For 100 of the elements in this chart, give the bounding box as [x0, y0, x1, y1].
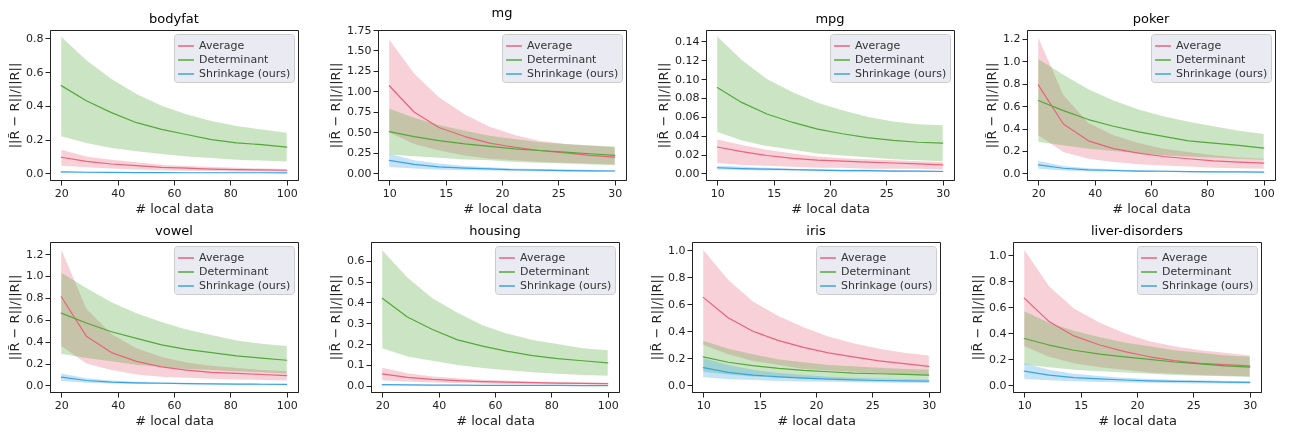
y-tick-label: 0.6 — [668, 297, 686, 311]
line-series — [60, 156, 288, 171]
x-tick-label: 10 — [1017, 398, 1032, 412]
y-axis-title: ||R̃ − R||/||R|| — [970, 274, 986, 361]
x-tick-label: 25 — [551, 186, 566, 200]
legend-label: Determinant — [855, 53, 926, 66]
y-tick-label: 0.2 — [989, 352, 1007, 366]
legend-label: Shrinkage (ours) — [199, 279, 291, 292]
legend-label: Shrinkage (ours) — [1162, 279, 1254, 292]
x-axis-title: # local data — [1112, 200, 1191, 216]
x-tick-label: 40 — [432, 398, 447, 412]
chart-title: bodyfat — [149, 11, 199, 26]
x-axis-title: # local data — [791, 200, 870, 216]
x-tick-label: 80 — [223, 186, 238, 200]
y-tick-label: 0.2 — [1003, 144, 1021, 158]
line-series — [1037, 99, 1265, 149]
y-tick-label: 0.00 — [347, 166, 372, 180]
chart-title: housing — [469, 223, 521, 238]
y-tick-label: 1.0 — [989, 248, 1007, 262]
line-series — [716, 146, 944, 166]
line-series — [1037, 164, 1265, 173]
x-tick-label: 15 — [1074, 398, 1089, 412]
y-axis-title: ||R̃ − R||/||R|| — [328, 274, 344, 361]
x-axis-title: # local data — [135, 412, 214, 428]
y-tick-label: 0.00 — [675, 166, 700, 180]
y-tick-label: 0.8 — [668, 270, 686, 284]
y-tick-label: 0.8 — [1003, 77, 1021, 91]
x-axis-title: # local data — [777, 412, 856, 428]
x-tick-label: 20 — [375, 398, 390, 412]
y-tick-label: 0.4 — [347, 295, 365, 309]
legend-label: Determinant — [1162, 265, 1233, 278]
y-tick-label: 0.4 — [1003, 122, 1021, 136]
line-series — [702, 356, 930, 376]
y-tick-label: 1.2 — [26, 247, 44, 261]
y-tick-label: 1.0 — [668, 243, 686, 257]
line-series — [716, 86, 944, 144]
line-series — [388, 159, 616, 172]
y-tick-label: 1.00 — [347, 84, 372, 98]
y-tick-label: 0.10 — [675, 72, 700, 86]
y-tick-label: 0.0 — [989, 378, 1007, 392]
x-tick-label: 15 — [439, 186, 454, 200]
x-tick-label: 60 — [1144, 186, 1159, 200]
x-tick-label: 20 — [823, 186, 838, 200]
x-tick-label: 30 — [608, 186, 623, 200]
x-tick-label: 20 — [495, 186, 510, 200]
x-tick-label: 60 — [167, 186, 182, 200]
x-tick-label: 100 — [276, 398, 298, 412]
y-tick-label: 0.0 — [1003, 166, 1021, 180]
y-tick-label: 0.4 — [26, 335, 44, 349]
chart-title: liver-disorders — [1090, 223, 1184, 238]
legend-label: Determinant — [527, 53, 598, 66]
y-tick-label: 0.6 — [1003, 99, 1021, 113]
legend-label: Average — [855, 39, 901, 52]
legend-label: Average — [199, 251, 245, 264]
chart-title: poker — [1132, 11, 1170, 26]
line-series — [381, 297, 609, 364]
legend-label: Average — [520, 251, 566, 264]
y-tick-label: 1.0 — [26, 269, 44, 283]
y-tick-label: 0.2 — [26, 133, 44, 147]
x-tick-label: 10 — [382, 186, 397, 200]
x-tick-label: 20 — [54, 186, 69, 200]
x-tick-label: 100 — [597, 398, 619, 412]
line-series — [702, 367, 930, 382]
line-series — [381, 373, 609, 385]
x-tick-label: 100 — [276, 186, 298, 200]
y-tick-label: 0.4 — [989, 326, 1007, 340]
x-axis-title: # local data — [456, 412, 535, 428]
legend-label: Shrinkage (ours) — [855, 67, 947, 80]
y-axis-title: ||R̃ − R||/||R|| — [7, 62, 23, 149]
y-tick-label: 0.2 — [26, 357, 44, 371]
y-tick-label: 0.50 — [347, 125, 372, 139]
y-tick-label: 1.0 — [1003, 54, 1021, 68]
x-tick-label: 40 — [111, 398, 126, 412]
y-tick-label: 0.4 — [668, 324, 686, 338]
x-tick-label: 30 — [936, 186, 951, 200]
line-series — [1037, 84, 1265, 164]
legend-label: Shrinkage (ours) — [527, 67, 619, 80]
y-tick-label: 0.8 — [26, 291, 44, 305]
chart-title: mpg — [815, 11, 845, 26]
x-tick-label: 25 — [879, 186, 894, 200]
legend-label: Average — [841, 251, 887, 264]
x-tick-label: 40 — [111, 186, 126, 200]
y-axis-title: ||R̃ − R||/||R|| — [7, 274, 23, 361]
x-tick-label: 100 — [1253, 186, 1275, 200]
x-tick-label: 60 — [488, 398, 503, 412]
y-tick-label: 0.6 — [26, 313, 44, 327]
y-tick-label: 0.0 — [26, 166, 44, 180]
line-series — [60, 296, 288, 377]
y-axis-title: ||R̃ − R||/||R|| — [656, 62, 672, 149]
legend-label: Shrinkage (ours) — [841, 279, 933, 292]
legend-label: Average — [199, 39, 245, 52]
y-tick-label: 0.0 — [26, 378, 44, 392]
y-axis-title: ||R̃ − R||/||R|| — [328, 62, 344, 149]
legend-label: Determinant — [199, 265, 270, 278]
x-tick-label: 60 — [167, 398, 182, 412]
line-series — [60, 312, 288, 361]
y-tick-label: 0.14 — [675, 34, 700, 48]
x-tick-label: 20 — [1130, 398, 1145, 412]
line-series — [702, 296, 930, 367]
y-tick-label: 0.4 — [26, 99, 44, 113]
